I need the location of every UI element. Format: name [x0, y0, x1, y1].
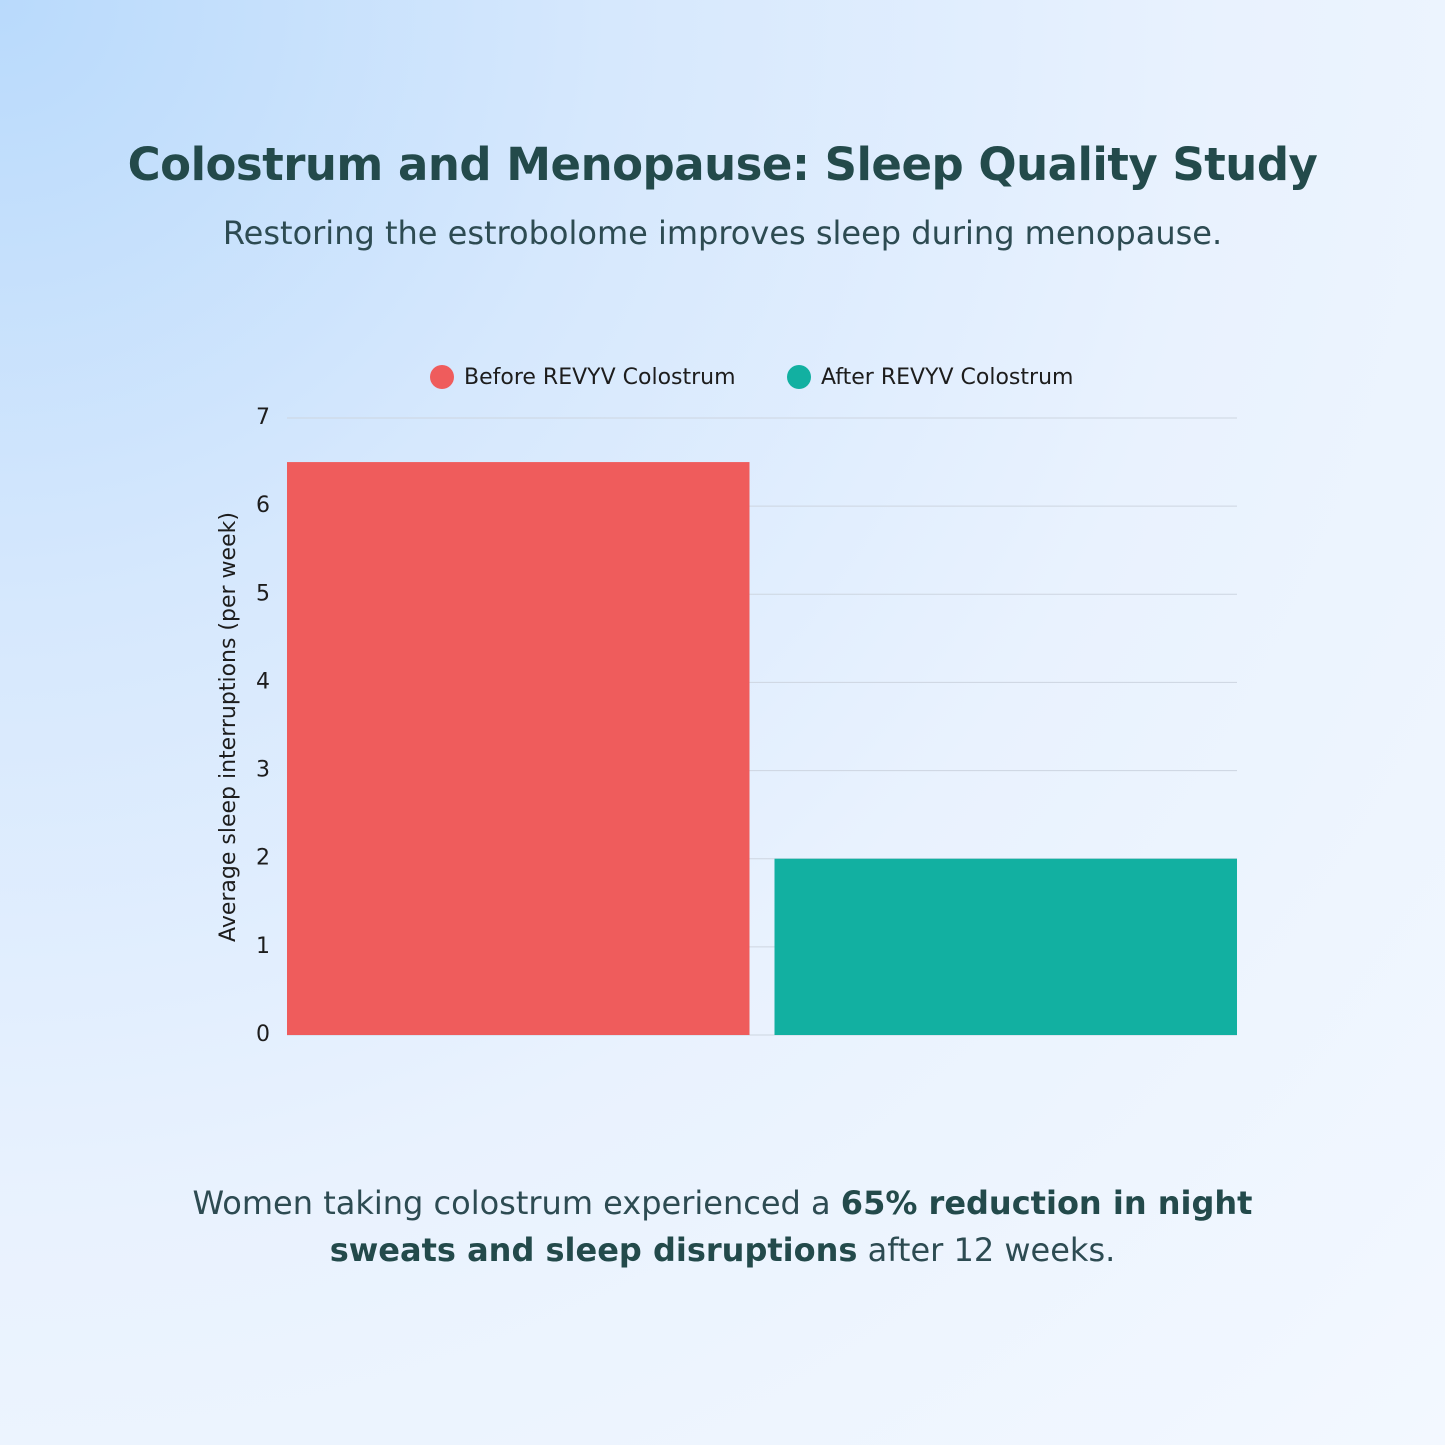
footnote-highlight: 65% reduction in night sweats and sleep …	[329, 1184, 1253, 1269]
chart-subtitle: Restoring the estrobolome improves sleep…	[222, 214, 1223, 252]
y-tick-label: 6	[256, 493, 270, 518]
bar	[287, 462, 750, 1036]
legend-marker	[787, 365, 811, 389]
legend-label: After REVYV Colostrum	[821, 365, 1073, 390]
y-axis-label: Average sleep interruptions (per week)	[216, 512, 241, 942]
y-tick-label: 7	[256, 405, 270, 430]
legend-label: Before REVYV Colostrum	[464, 365, 736, 390]
legend-marker	[430, 365, 454, 389]
y-tick-label: 0	[256, 1022, 270, 1047]
footnote: Women taking colostrum experienced a 65%…	[170, 1180, 1275, 1274]
footnote-text: after 12 weeks.	[857, 1231, 1116, 1269]
y-tick-label: 3	[256, 758, 270, 783]
footnote-text: Women taking colostrum experienced a	[192, 1184, 841, 1222]
y-tick-label: 4	[256, 669, 270, 694]
bar	[774, 858, 1237, 1035]
y-tick-label: 5	[256, 581, 270, 606]
y-tick-label: 2	[256, 846, 270, 871]
chart-title: Colostrum and Menopause: Sleep Quality S…	[127, 138, 1318, 191]
y-tick-label: 1	[256, 934, 270, 959]
